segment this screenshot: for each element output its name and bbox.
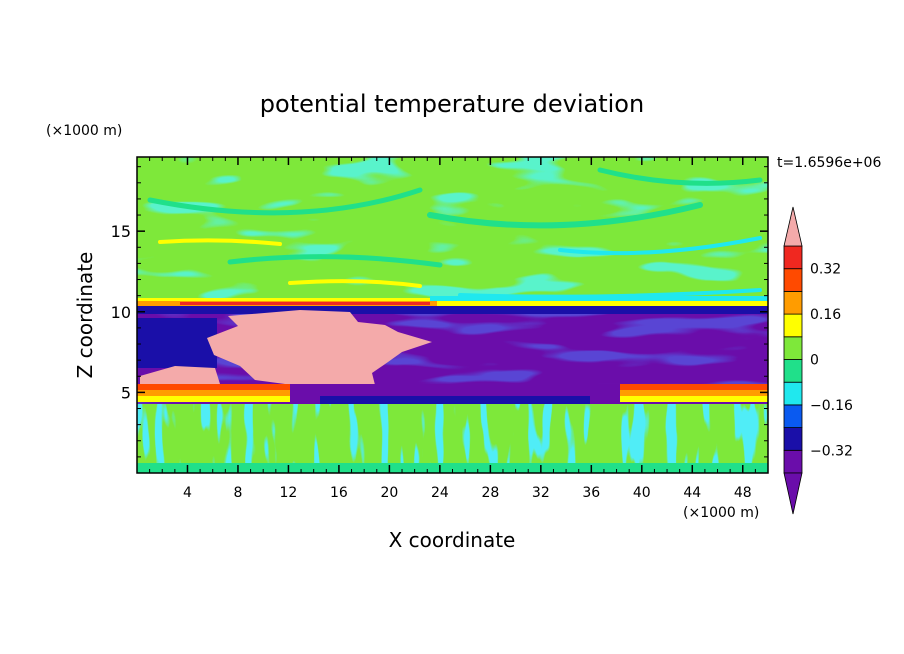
lower-turbulence (137, 404, 768, 473)
y-axis-label: Z coordinate (73, 252, 97, 379)
warm-anomaly (207, 310, 432, 386)
colorbar-label: 0.32 (810, 262, 841, 278)
upper-streak (227, 254, 443, 268)
y-tick-label: 10 (111, 303, 131, 322)
colorbar-over-arrow (783, 206, 803, 247)
colorbar-bin (783, 268, 803, 292)
cold-blue-band (137, 306, 768, 314)
x-unit-label: (×1000 m) (683, 505, 759, 521)
upper-streak (288, 279, 422, 288)
x-tick-label: 48 (734, 485, 752, 501)
x-tick-label: 44 (683, 485, 701, 501)
y-tick-label: 5 (121, 383, 131, 402)
x-tick-label: 12 (280, 485, 298, 501)
colorbar-bin (783, 359, 803, 383)
colorbar-label: 0 (810, 353, 819, 369)
x-axis-label: X coordinate (389, 528, 516, 552)
colorbar-bin (783, 427, 803, 451)
x-tick-label: 32 (532, 485, 550, 501)
upper-streak (597, 167, 763, 186)
heatmap-field (137, 157, 768, 473)
upper-streak (158, 238, 282, 246)
colorbar-label: −0.32 (810, 443, 853, 459)
colorbar-bin (783, 336, 803, 360)
colorbar: −0.32 −0.16 0 0.16 0.32 (783, 206, 853, 515)
tropopause-cyan (430, 296, 768, 301)
tropopause-red (180, 302, 430, 305)
colorbar-bin (783, 381, 803, 406)
tropopause-warm-band (137, 298, 768, 306)
colorbar-bin (783, 290, 803, 315)
colorbar-bin (783, 313, 803, 338)
surface-layer (137, 463, 768, 473)
x-tick-label: 20 (380, 485, 398, 501)
x-tick-label: 8 (233, 485, 242, 501)
x-tick-label: 36 (582, 485, 600, 501)
y-ticks: 5 10 15 (111, 166, 768, 458)
upper-streak (427, 202, 703, 229)
x-tick-label: 40 (633, 485, 651, 501)
x-tick-label: 4 (183, 485, 192, 501)
colorbar-label: 0.16 (810, 307, 841, 323)
y-tick-label: 15 (111, 222, 131, 241)
warm-anomaly-left (140, 366, 220, 386)
cold-gap-blue (320, 396, 590, 404)
colorbar-bin (783, 404, 803, 428)
x-tick-label: 28 (481, 485, 499, 501)
upper-streaks (147, 167, 763, 299)
x-tick-label: 24 (431, 485, 449, 501)
upper-turbulence (137, 157, 768, 307)
colorbar-bin (783, 449, 803, 474)
upper-streak (558, 236, 762, 256)
colorbar-under-arrow (783, 472, 803, 515)
colorbar-bin (783, 245, 803, 270)
x-ticks: 4 8 12 16 20 24 28 32 36 40 44 48 (149, 157, 756, 501)
time-label: t=1.6596e+06 (777, 155, 881, 171)
upper-streak (147, 187, 423, 216)
cold-left-blue (137, 318, 217, 368)
x-tick-label: 16 (330, 485, 348, 501)
chart-title: potential temperature deviation (260, 90, 644, 118)
colorbar-label: −0.16 (810, 398, 853, 414)
y-unit-label: (×1000 m) (46, 123, 122, 139)
